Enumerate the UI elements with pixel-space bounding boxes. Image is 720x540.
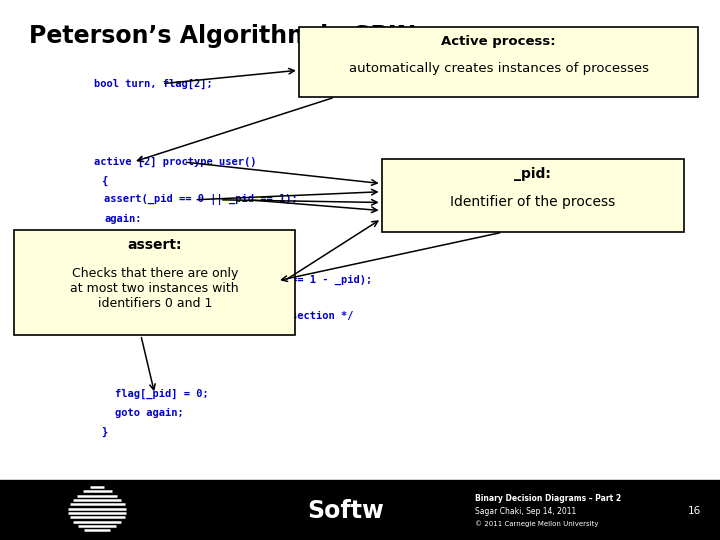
Text: /* critical section */: /* critical section */ [216, 311, 354, 321]
Text: = 0 || turn == 1 - _pid);: = 0 || turn == 1 - _pid); [216, 275, 372, 286]
Text: {: { [101, 176, 107, 186]
Text: Sagar Chaki, Sep 14, 2011: Sagar Chaki, Sep 14, 2011 [475, 507, 577, 516]
Text: Identifier of the process: Identifier of the process [450, 195, 616, 209]
FancyBboxPatch shape [14, 230, 295, 335]
Text: goto again;: goto again; [115, 408, 184, 418]
Text: assert:: assert: [127, 238, 182, 252]
Text: _pid:: _pid: [514, 167, 552, 181]
Text: bool turn, flag[2];: bool turn, flag[2]; [94, 79, 212, 89]
Text: active [2] proctype user(): active [2] proctype user() [94, 157, 256, 167]
Text: Softw: Softw [307, 499, 384, 523]
Text: Binary Decision Diagrams – Part 2: Binary Decision Diagrams – Part 2 [475, 494, 621, 503]
Text: Peterson’s Algorithm in SPIN: Peterson’s Algorithm in SPIN [29, 24, 416, 48]
Text: assert(_pid == 0 || _pid == 1);: assert(_pid == 0 || _pid == 1); [104, 194, 298, 205]
Text: 16: 16 [688, 507, 701, 516]
Text: flag[_pid] = 0;: flag[_pid] = 0; [115, 389, 209, 399]
FancyBboxPatch shape [382, 159, 684, 232]
Text: again:: again: [104, 214, 142, 224]
Text: }: } [101, 427, 107, 437]
Text: Active process:: Active process: [441, 35, 556, 48]
Text: automatically creates instances of processes: automatically creates instances of proce… [348, 62, 649, 75]
Bar [0, 480, 720, 540]
FancyBboxPatch shape [299, 27, 698, 97]
Text: Checks that there are only
at most two instances with
identifiers 0 and 1: Checks that there are only at most two i… [71, 267, 239, 310]
Text: © 2011 Carnegie Mellon University: © 2011 Carnegie Mellon University [475, 521, 599, 527]
